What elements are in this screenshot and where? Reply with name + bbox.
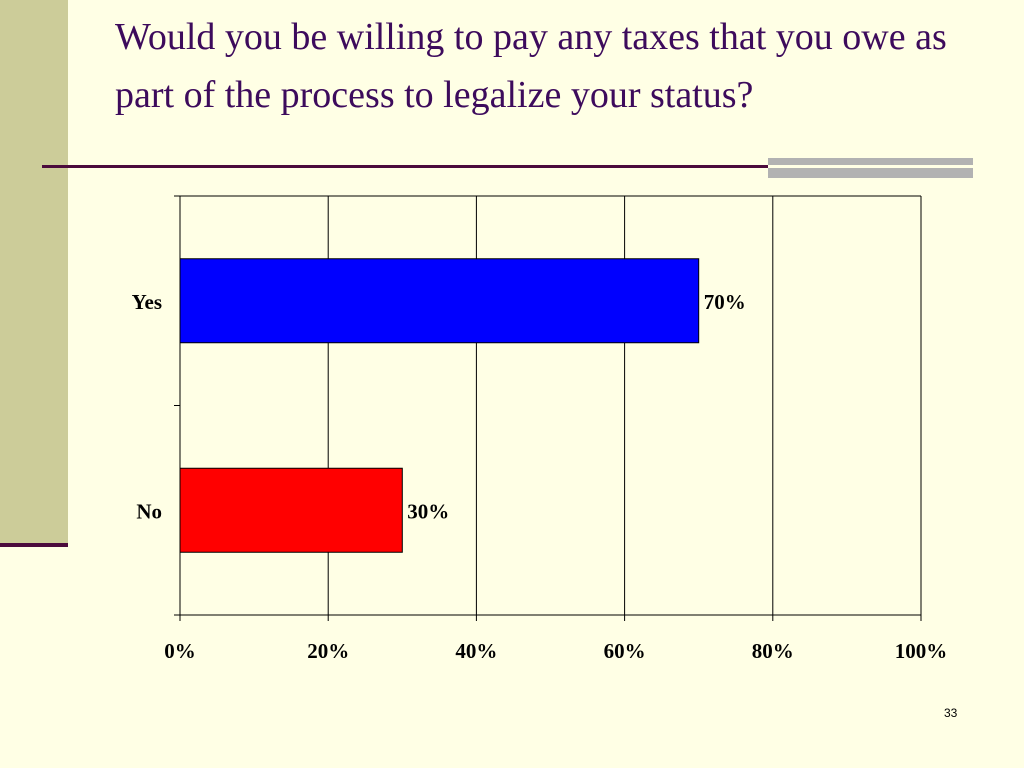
- x-tick-label: 80%: [752, 639, 794, 663]
- bar: [179, 467, 403, 553]
- x-tick-label: 60%: [604, 639, 646, 663]
- bar: [179, 258, 700, 344]
- x-tick-label: 100%: [895, 639, 948, 663]
- bar-value-label: 70%: [704, 290, 746, 314]
- x-tick-label: 20%: [307, 639, 349, 663]
- slide-title: Would you be willing to pay any taxes th…: [115, 16, 947, 116]
- page-number: 33: [944, 706, 958, 720]
- title-divider-line: [42, 165, 972, 168]
- bar-value-label: 30%: [407, 499, 449, 523]
- x-tick-label: 0%: [164, 639, 196, 663]
- category-label: No: [136, 499, 162, 523]
- x-tick-label: 40%: [455, 639, 497, 663]
- decorative-gray-bar: [768, 158, 973, 178]
- left-decorative-band: [0, 0, 68, 545]
- category-label: Yes: [132, 290, 162, 314]
- left-accent-line: [0, 543, 68, 547]
